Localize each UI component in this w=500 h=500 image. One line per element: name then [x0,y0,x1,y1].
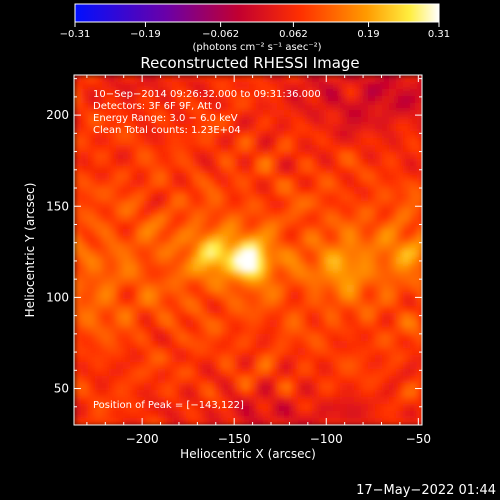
x-tick-label: −150 [218,432,251,446]
x-tick-label: −100 [310,432,343,446]
colorbar-tick-label: 0.19 [357,29,379,40]
plot-frame [73,74,423,426]
annotation-line: Clean Total counts: 1.23E+04 [93,125,241,136]
y-tick-label: 100 [46,290,69,304]
colorbar-tick-label: −0.062 [202,29,239,40]
x-axis-label: Heliocentric X (arcsec) [180,447,316,461]
colorbar-tick-label: −0.19 [130,29,161,40]
timestamp: 17−May−2022 01:44 [356,483,496,498]
axis-ticks: −200 −150 −100 −50 50 100 150 200 [46,75,431,446]
info-annotations: 10−Sep−2014 09:26:32.000 to 09:31:36.000… [93,89,321,136]
chart-title: Reconstructed RHESSI Image [140,54,359,72]
colorbar-units: (photons cm⁻² s⁻¹ asec⁻²) [192,42,321,53]
y-tick-label: 150 [46,199,69,213]
colorbar-tick-label: 0.31 [428,29,450,40]
y-tick-label: 50 [54,382,69,396]
y-tick-label: 200 [46,108,69,122]
colorbar-ticks: −0.31 −0.19 −0.062 0.062 0.19 0.31 [60,22,450,40]
annotation-line: 10−Sep−2014 09:26:32.000 to 09:31:36.000 [93,89,321,100]
x-tick-label: −50 [406,432,431,446]
y-axis-label: Heliocentric Y (arcsec) [23,183,37,318]
annotation-line: Detectors: 3F 6F 9F, Att 0 [93,101,221,112]
colorbar-tick-label: −0.31 [60,29,91,40]
colorbar [74,3,440,23]
colorbar-tick-label: 0.062 [279,29,308,40]
heatmap-image [74,75,422,425]
annotation-line: Energy Range: 3.0 − 6.0 keV [93,113,238,124]
peak-position-label: Position of Peak = [−143,122] [93,400,244,411]
x-tick-label: −200 [126,432,159,446]
